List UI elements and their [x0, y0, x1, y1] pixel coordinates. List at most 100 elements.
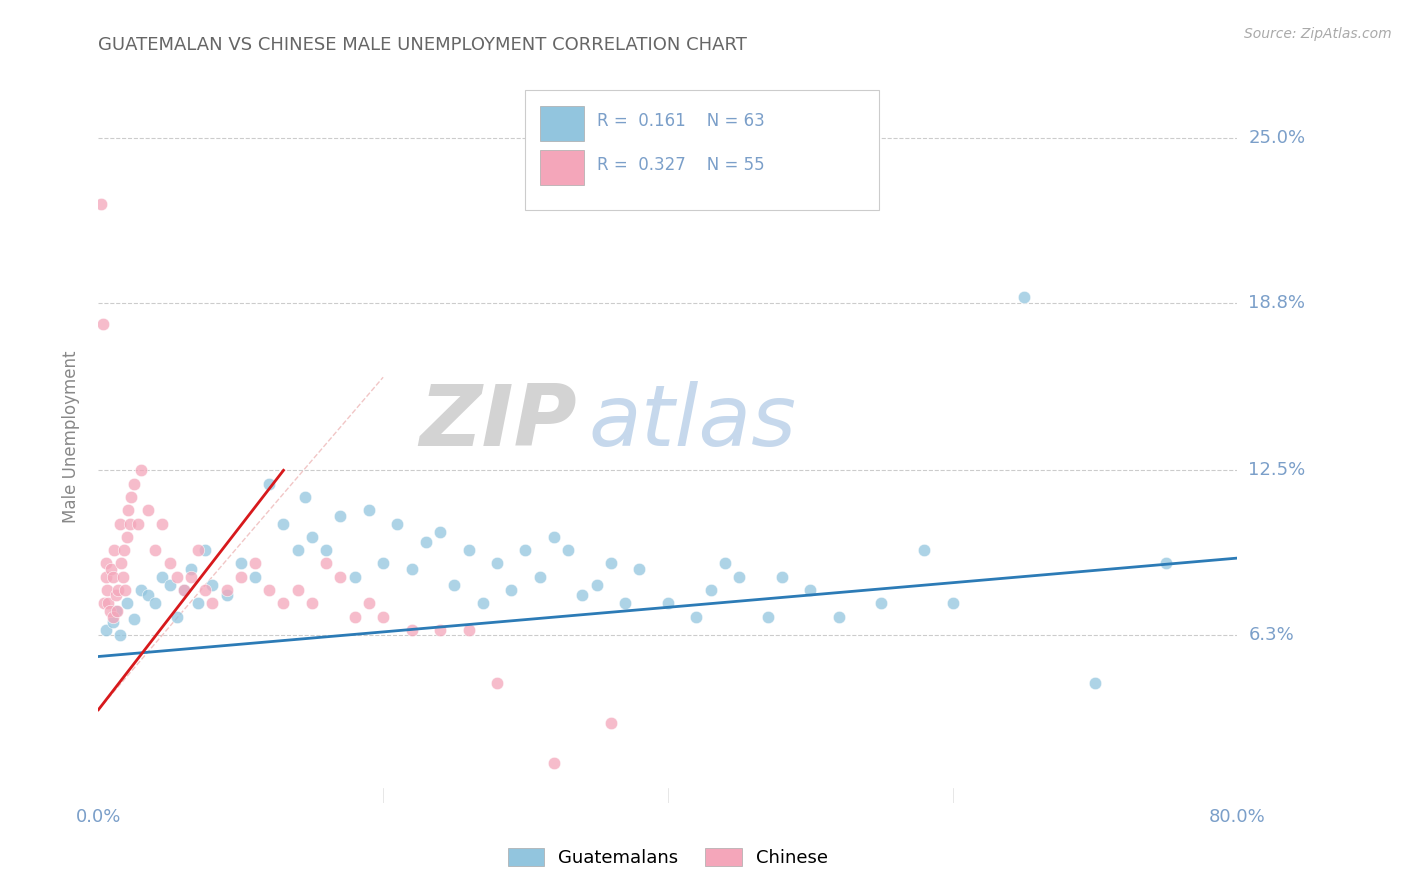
Point	[215, 588, 238, 602]
Point	[243, 570, 266, 584]
Point	[329, 508, 352, 523]
Point	[129, 463, 152, 477]
Point	[429, 524, 451, 539]
Point	[585, 577, 607, 591]
Point	[870, 596, 893, 610]
Point	[111, 570, 134, 584]
Point	[401, 562, 423, 576]
Point	[557, 543, 579, 558]
Point	[118, 516, 141, 531]
Point	[1012, 290, 1035, 304]
Point	[543, 756, 565, 770]
Point	[187, 543, 209, 558]
Point	[501, 582, 523, 597]
Point	[166, 609, 188, 624]
Point	[94, 570, 117, 584]
Point	[728, 570, 751, 584]
Point	[115, 530, 138, 544]
Point	[129, 582, 152, 597]
Point	[159, 577, 181, 591]
Point	[194, 582, 217, 597]
Point	[122, 476, 145, 491]
Text: 18.8%: 18.8%	[1249, 293, 1305, 312]
Point	[166, 570, 188, 584]
Point	[600, 557, 623, 571]
Point	[471, 596, 494, 610]
Text: atlas: atlas	[588, 381, 796, 464]
Point	[301, 530, 323, 544]
Point	[294, 490, 316, 504]
Text: R =  0.327    N = 55: R = 0.327 N = 55	[598, 156, 765, 174]
Point	[215, 582, 238, 597]
Point	[180, 562, 202, 576]
Point	[714, 557, 737, 571]
Point	[628, 562, 651, 576]
Point	[287, 543, 309, 558]
Point	[1154, 557, 1177, 571]
Text: Source: ZipAtlas.com: Source: ZipAtlas.com	[1244, 27, 1392, 41]
Point	[357, 596, 380, 610]
Point	[101, 615, 124, 629]
Text: 6.3%: 6.3%	[1249, 626, 1294, 644]
Point	[799, 582, 821, 597]
Point	[94, 623, 117, 637]
Point	[136, 503, 159, 517]
Point	[159, 557, 181, 571]
Point	[614, 596, 637, 610]
Point	[387, 516, 409, 531]
Point	[343, 570, 366, 584]
Point	[756, 609, 779, 624]
Point	[515, 543, 537, 558]
Text: 25.0%: 25.0%	[1249, 128, 1306, 147]
Point	[371, 557, 394, 571]
Point	[97, 596, 120, 610]
Point	[93, 596, 115, 610]
Point	[136, 588, 159, 602]
Point	[104, 588, 127, 602]
Point	[194, 543, 217, 558]
Point	[90, 197, 112, 211]
Point	[145, 543, 167, 558]
Point	[100, 562, 122, 576]
Point	[942, 596, 965, 610]
Point	[117, 503, 139, 517]
Point	[770, 570, 793, 584]
Point	[96, 582, 118, 597]
Point	[104, 604, 127, 618]
Point	[315, 557, 337, 571]
FancyBboxPatch shape	[540, 106, 583, 141]
Point	[243, 557, 266, 571]
Text: 12.5%: 12.5%	[1249, 461, 1306, 479]
Point	[259, 476, 281, 491]
Point	[259, 582, 281, 597]
Point	[429, 623, 451, 637]
Point	[114, 582, 136, 597]
Point	[371, 609, 394, 624]
Point	[571, 588, 593, 602]
Point	[329, 570, 352, 584]
Point	[685, 609, 707, 624]
Point	[110, 557, 132, 571]
Text: GUATEMALAN VS CHINESE MALE UNEMPLOYMENT CORRELATION CHART: GUATEMALAN VS CHINESE MALE UNEMPLOYMENT …	[98, 36, 748, 54]
Point	[152, 516, 174, 531]
Point	[101, 609, 124, 624]
Point	[600, 716, 623, 731]
Point	[415, 535, 437, 549]
Point	[127, 516, 149, 531]
Point	[107, 582, 129, 597]
Point	[343, 609, 366, 624]
Point	[401, 623, 423, 637]
Point	[1084, 676, 1107, 690]
Point	[115, 596, 138, 610]
FancyBboxPatch shape	[540, 150, 583, 185]
Point	[273, 516, 295, 531]
Point	[273, 596, 295, 610]
Point	[91, 317, 114, 331]
Point	[543, 530, 565, 544]
Point	[657, 596, 679, 610]
Point	[105, 604, 128, 618]
Point	[98, 604, 121, 618]
Point	[486, 676, 509, 690]
Point	[443, 577, 465, 591]
Point	[357, 503, 380, 517]
